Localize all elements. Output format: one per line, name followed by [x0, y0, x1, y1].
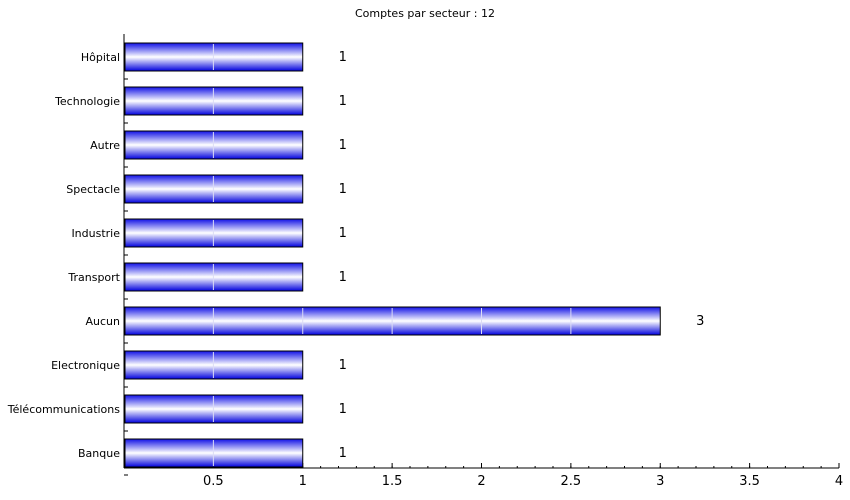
- category-label: Transport: [67, 271, 120, 284]
- category-label: Electronique: [51, 359, 120, 372]
- value-label: 1: [339, 226, 347, 241]
- x-tick-label: 0.5: [203, 474, 224, 489]
- category-label: Banque: [78, 447, 120, 460]
- value-label: 1: [339, 182, 347, 197]
- value-label: 1: [339, 270, 347, 285]
- bars: [124, 42, 661, 468]
- value-label: 1: [339, 446, 347, 461]
- value-label: 1: [339, 138, 347, 153]
- x-tick-label: 4: [835, 474, 843, 489]
- chart-title: Comptes par secteur : 12: [355, 7, 495, 20]
- value-label: 3: [696, 314, 704, 329]
- x-tick-label: 2: [477, 474, 485, 489]
- x-tick-label: 3.5: [739, 474, 760, 489]
- category-label: Spectacle: [66, 183, 120, 196]
- value-label: 1: [339, 94, 347, 109]
- value-label: 1: [339, 402, 347, 417]
- category-label: Autre: [90, 139, 120, 152]
- x-tick-label: 1.5: [382, 474, 403, 489]
- category-label: Aucun: [86, 315, 121, 328]
- category-label: Hôpital: [81, 51, 120, 64]
- x-tick-label: 3: [656, 474, 664, 489]
- labels: 0.5 1 1.5 2 2.5 3 3.5 4 Hôpital 1 Technologie 1 Autr…: [7, 50, 843, 489]
- x-tick-label: 2.5: [561, 474, 582, 489]
- category-label: Industrie: [71, 227, 120, 240]
- value-label: 1: [339, 358, 347, 373]
- x-tick-label: 1: [299, 474, 307, 489]
- value-label: 1: [339, 50, 347, 65]
- category-label: Télécommunications: [7, 403, 121, 416]
- category-label: Technologie: [54, 95, 120, 108]
